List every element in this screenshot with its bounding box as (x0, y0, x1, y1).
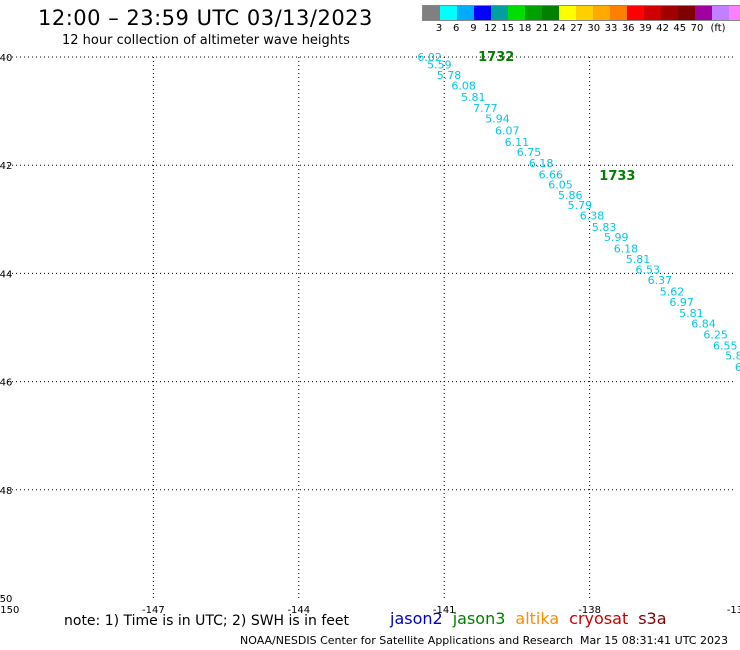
wave-height-value: 6.25 (703, 329, 728, 342)
wave-height-value: 5.85 (725, 350, 740, 363)
legend-tick-label: 9 (470, 23, 477, 34)
legend-swatch (678, 6, 695, 20)
legend-tick-label: 27 (570, 23, 583, 34)
pass-time-label: 1732 (478, 50, 514, 65)
wave-height-value: 5.94 (485, 113, 510, 126)
wave-height-value: 6.55 (713, 339, 738, 352)
wave-height-value: 5.81 (626, 253, 651, 266)
legend-swatch (440, 6, 457, 20)
color-legend: 3 6 9 12 15 18 21 24 27 30 33 36 39 42 45 70 (ft) (422, 5, 740, 35)
wave-height-value: 5.86 (558, 189, 583, 202)
wave-height-value: 5.81 (461, 91, 486, 104)
legend-swatch (474, 6, 491, 20)
wave-height-value: 7.77 (473, 102, 498, 115)
wave-height-value: 5.99 (604, 231, 629, 244)
lon-label: -144 (287, 605, 310, 616)
legend-swatch (576, 6, 593, 20)
wave-height-value: 5.78 (437, 69, 462, 82)
footer-credit: NOAA/NESDIS Center for Satellite Applica… (240, 634, 574, 647)
satellite-name: s3a (638, 609, 667, 628)
legend-swatch (712, 6, 729, 20)
lat-label: -42 (0, 161, 12, 172)
wave-height-value: 6.08 (451, 80, 476, 93)
pass-time-label: 1733 (599, 169, 635, 184)
satellite-legend: jason2 jason3 altika cryosat s3a (390, 609, 677, 628)
legend-tick-label: 6 (453, 23, 460, 34)
legend-swatch (627, 6, 644, 20)
lat-label: -46 (0, 378, 12, 389)
legend-tick-label: 39 (639, 23, 652, 34)
legend-swatch (508, 6, 525, 20)
legend-unit: (ft) (710, 23, 726, 34)
legend-tick-label: 15 (501, 23, 515, 34)
wave-height-value: 6.84 (691, 318, 716, 331)
lon-label: -141 (433, 605, 456, 616)
wave-height-value: 6.37 (648, 274, 673, 287)
map-title: 12:00 – 23:59 UTC 03/13/2023 (38, 6, 373, 30)
wave-height-value: 6.11 (505, 136, 530, 149)
legend-swatch (457, 6, 474, 20)
legend-swatch (610, 6, 627, 20)
footer-note: note: 1) Time is in UTC; 2) SWH is in fe… (64, 613, 350, 629)
legend-tick-label: 30 (587, 23, 601, 34)
lon-label: -150 (0, 605, 19, 616)
satellite-name: cryosat (569, 609, 629, 628)
legend-tick-label: 21 (535, 23, 549, 34)
satellite-name: altika (515, 609, 560, 628)
map-subtitle: 12 hour collection of altimeter wave hei… (62, 33, 350, 48)
legend-tick-label: 42 (656, 23, 669, 34)
wave-height-value: 6.07 (495, 125, 520, 138)
wave-height-value: 5.62 (660, 285, 685, 298)
wave-height-value: 6.75 (517, 146, 542, 159)
legend-tick-label: 18 (518, 23, 532, 34)
lon-label: -147 (142, 605, 165, 616)
footer-timestamp: Mar 15 08:31:41 UTC 2023 (580, 634, 728, 647)
legend-tick-label: 70 (690, 23, 704, 34)
satellite-name: jason2 (390, 609, 443, 628)
wave-height-value: 6.18 (614, 243, 639, 256)
legend-swatch (661, 6, 678, 20)
wave-height-value: 6.53 (636, 264, 661, 277)
lat-label: -44 (0, 269, 12, 280)
lat-label: -48 (0, 486, 12, 497)
legend-tick-label: 3 (435, 23, 443, 34)
legend-tick-label: 36 (621, 23, 635, 34)
legend-tick-label: 12 (484, 23, 497, 34)
legend-swatch (491, 6, 508, 20)
wave-height-value: 5.59 (427, 59, 452, 72)
legend-swatch (423, 6, 440, 20)
wave-height-value: 5.81 (679, 307, 704, 320)
wave-height-value: 6.05 (548, 179, 573, 192)
legend-swatch (525, 6, 542, 20)
lat-label: -40 (0, 53, 12, 64)
legend-swatch (695, 6, 712, 20)
wave-height-value: 6.18 (529, 157, 554, 170)
legend-swatch (729, 6, 740, 20)
wave-height-value: 5.79 (568, 199, 593, 212)
satellite-name: jason3 (452, 609, 506, 628)
legend-tick-label: 24 (553, 23, 566, 34)
legend-swatch (644, 6, 661, 20)
legend-swatch (542, 6, 559, 20)
legend-labels: 3 6 9 12 15 18 21 24 27 30 33 36 39 42 45 70 (ft) (422, 21, 740, 35)
wave-height-value: 5.83 (592, 221, 617, 234)
lon-label: -13 (727, 605, 740, 616)
wave-height-value: 6.97 (669, 296, 694, 309)
legend-swatch (593, 6, 610, 20)
legend-tick-label: 33 (604, 23, 618, 34)
wave-height-value: 6.66 (539, 168, 564, 181)
lon-label: -138 (578, 605, 601, 616)
legend-tick-label: 45 (673, 23, 687, 34)
wave-height-value: 6.09 (735, 361, 740, 374)
legend-swatches (422, 5, 740, 21)
legend-swatch (559, 6, 576, 20)
wave-height-value: 6.38 (580, 210, 605, 223)
wave-height-value: 6.02 (417, 51, 442, 64)
lat-label: -50 (0, 594, 12, 605)
